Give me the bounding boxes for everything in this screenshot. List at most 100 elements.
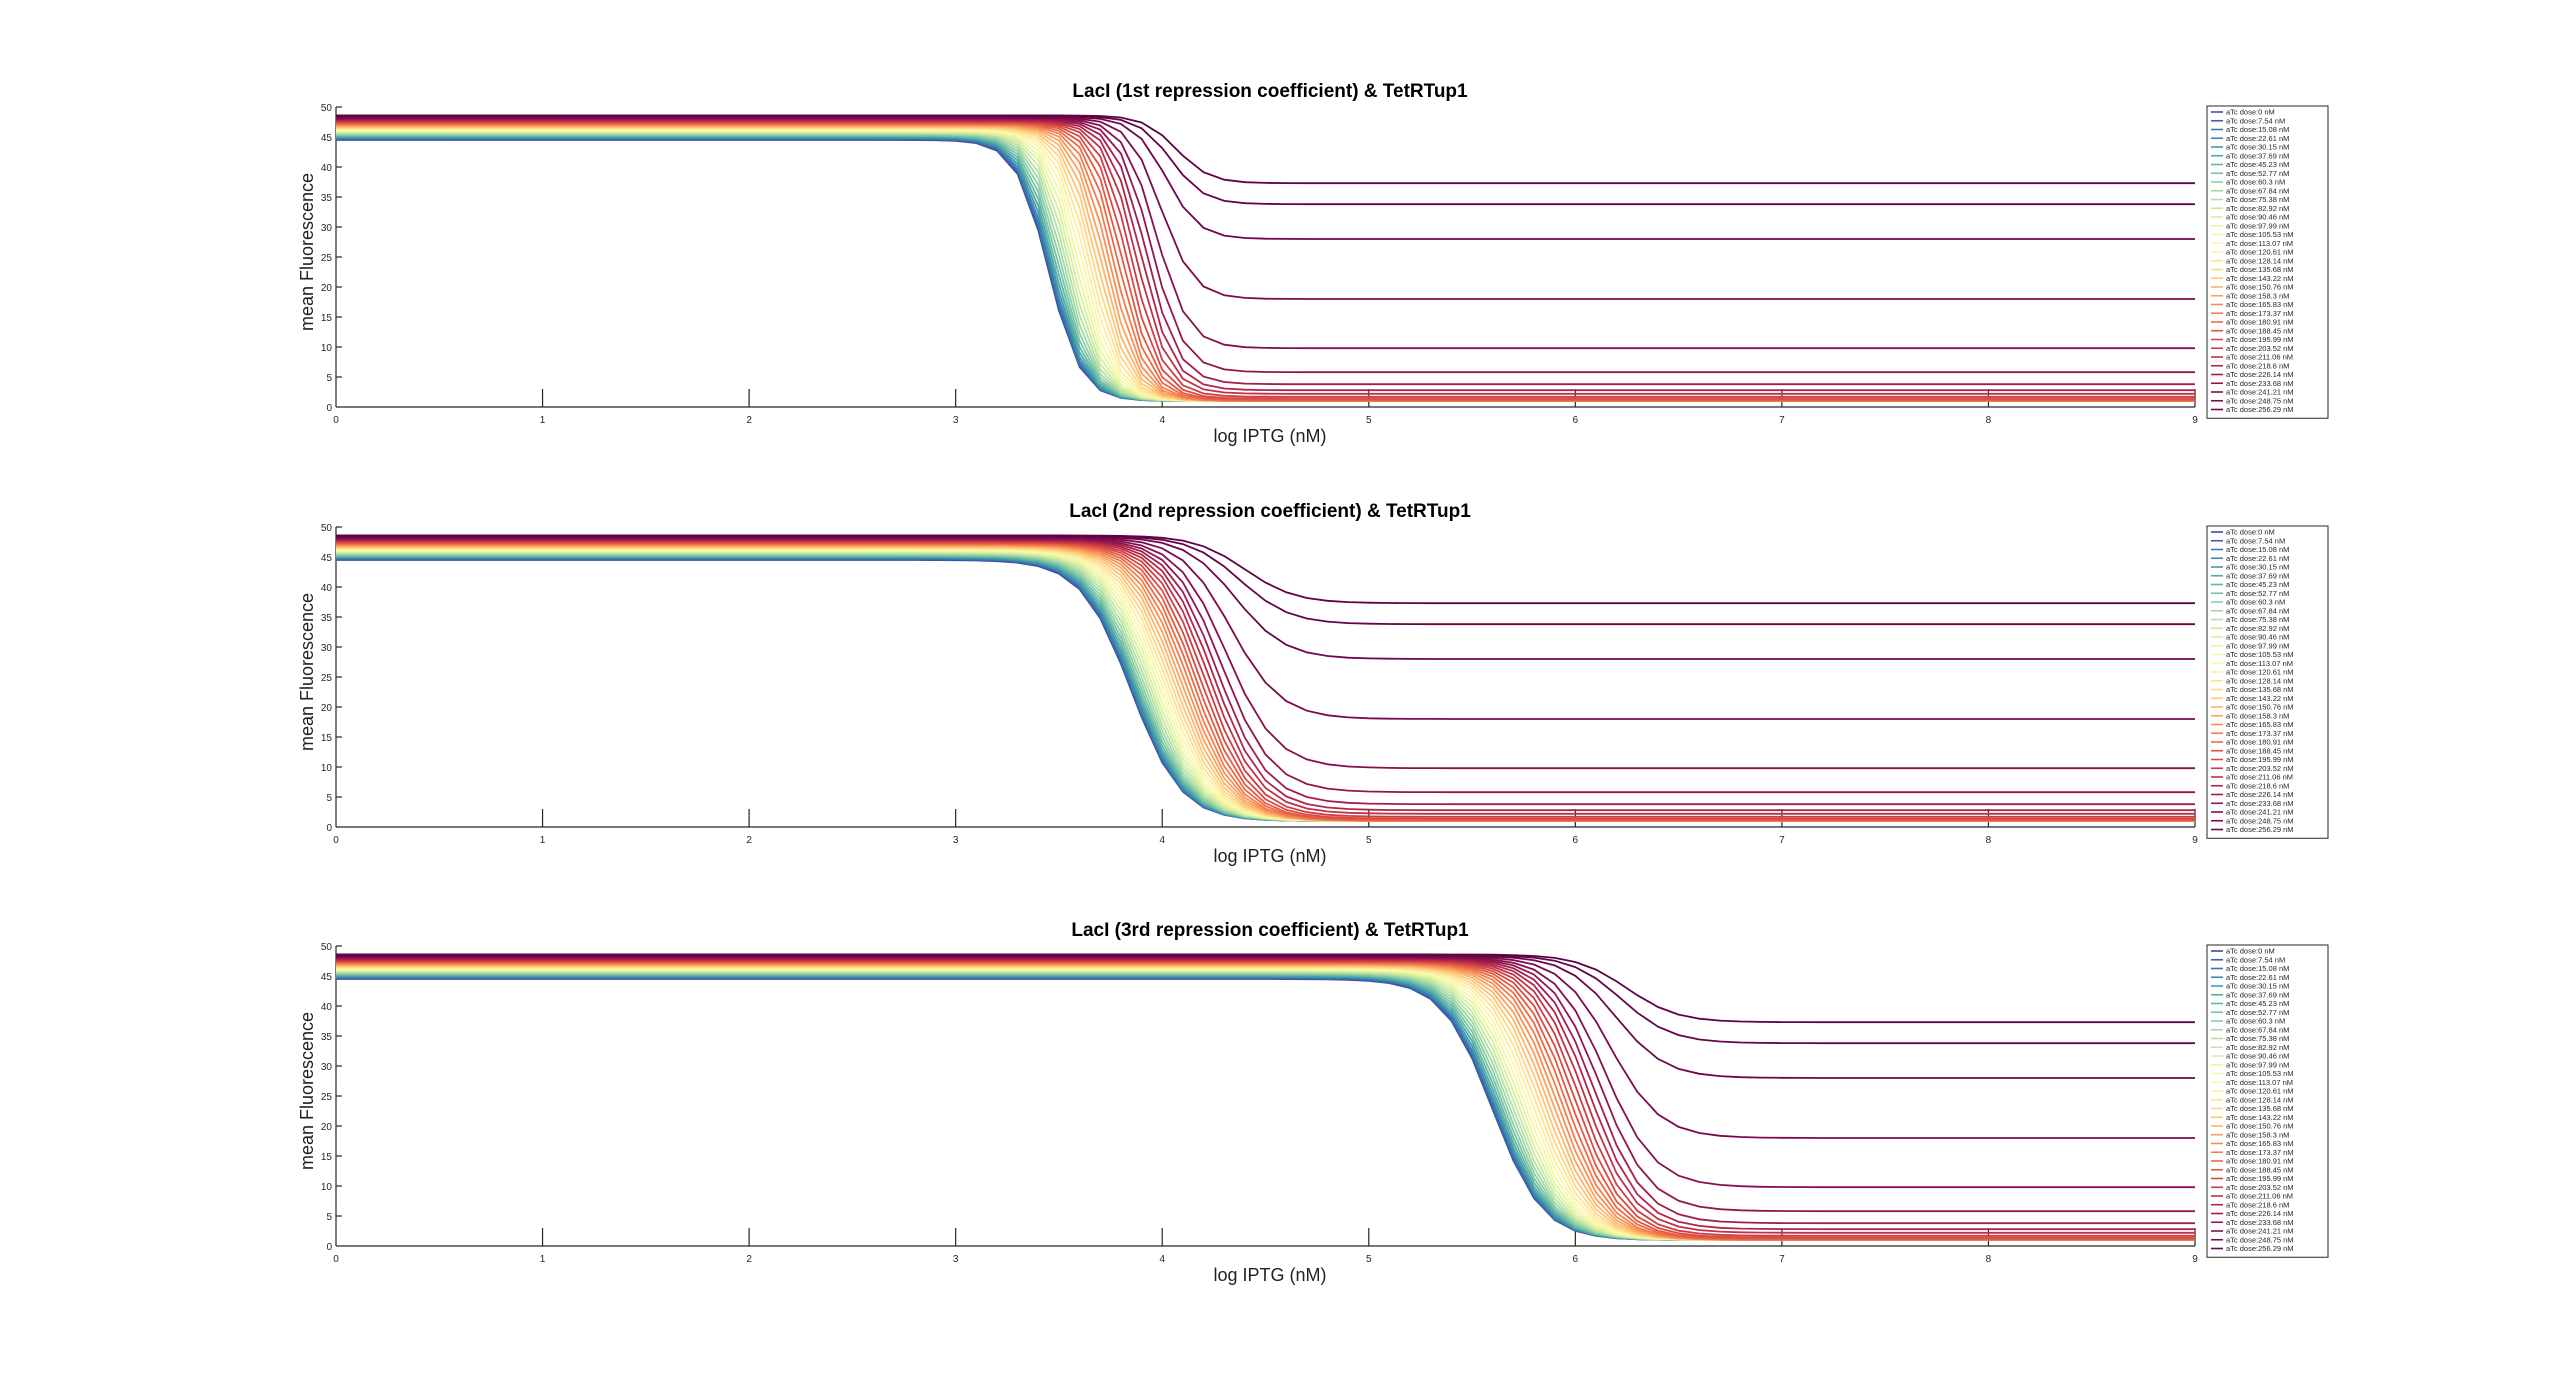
x-tick-label: 7: [1779, 835, 1785, 846]
y-tick-label: 20: [321, 1122, 333, 1133]
legend-entry: aTc dose:75.38 nM: [2226, 1034, 2289, 1043]
legend-entry: aTc dose:173.37 nM: [2226, 309, 2294, 318]
legend-entry: aTc dose:233.68 nM: [2226, 799, 2294, 808]
legend-entry: aTc dose:143.22 nM: [2226, 274, 2294, 283]
legend-entry: aTc dose:113.07 nM: [2226, 1078, 2293, 1087]
legend-entry: aTc dose:90.46 nM: [2226, 213, 2289, 222]
y-tick-label: 10: [321, 763, 333, 774]
legend-entry: aTc dose:195.99 nM: [2226, 1174, 2294, 1183]
y-tick-label: 10: [321, 343, 333, 354]
legend-entry: aTc dose:188.45 nM: [2226, 746, 2294, 755]
legend-entry: aTc dose:188.45 nM: [2226, 326, 2294, 335]
x-tick-label: 6: [1573, 1254, 1579, 1265]
legend-entry: aTc dose:256.29 nM: [2226, 405, 2294, 414]
legend-entry: aTc dose:7.54 nM: [2226, 116, 2285, 125]
x-axis-label: log IPTG (nM): [1213, 426, 1326, 446]
legend-entry: aTc dose:195.99 nM: [2226, 335, 2294, 344]
chart-title: LacI (3rd repression coefficient) & TetR…: [1071, 920, 1469, 941]
y-tick-label: 15: [321, 1152, 333, 1163]
y-tick-label: 25: [321, 673, 333, 684]
x-tick-label: 5: [1366, 415, 1372, 426]
legend-entry: aTc dose:135.68 nM: [2226, 265, 2294, 274]
legend-entry: aTc dose:105.53 nM: [2226, 650, 2294, 659]
legend-entry: aTc dose:241.21 nM: [2226, 388, 2294, 397]
y-tick-label: 5: [326, 793, 332, 804]
y-tick-label: 50: [321, 942, 333, 953]
legend-entry: aTc dose:248.75 nM: [2226, 1235, 2294, 1244]
legend-entry: aTc dose:67.84 nM: [2226, 186, 2289, 195]
y-tick-label: 35: [321, 193, 333, 204]
legend-entry: aTc dose:226.14 nM: [2226, 1209, 2294, 1218]
legend-entry: aTc dose:195.99 nM: [2226, 755, 2294, 764]
y-tick-label: 5: [326, 373, 332, 384]
x-tick-label: 0: [333, 1254, 339, 1265]
legend-entry: aTc dose:226.14 nM: [2226, 790, 2294, 799]
x-tick-label: 0: [333, 835, 339, 846]
legend-entry: aTc dose:180.91 nM: [2226, 1157, 2294, 1166]
y-tick-label: 40: [321, 583, 333, 594]
legend-entry: aTc dose:0 nM: [2226, 947, 2275, 956]
legend-entry: aTc dose:256.29 nM: [2226, 1244, 2294, 1253]
x-tick-label: 2: [746, 1254, 752, 1265]
x-tick-label: 9: [2192, 835, 2198, 846]
legend-entry: aTc dose:165.83 nM: [2226, 300, 2294, 309]
legend-entry: aTc dose:30.15 nM: [2226, 563, 2289, 572]
y-tick-label: 30: [321, 1062, 333, 1073]
legend-entry: aTc dose:15.08 nM: [2226, 545, 2289, 554]
legend-entry: aTc dose:90.46 nM: [2226, 633, 2289, 642]
legend-entry: aTc dose:37.69 nM: [2226, 151, 2289, 160]
y-tick-label: 5: [326, 1212, 332, 1223]
x-tick-label: 3: [953, 1254, 959, 1265]
legend-entry: aTc dose:150.76 nM: [2226, 703, 2294, 712]
legend-entry: aTc dose:241.21 nM: [2226, 1227, 2294, 1236]
legend-entry: aTc dose:30.15 nM: [2226, 143, 2289, 152]
legend-entry: aTc dose:211.06 nM: [2226, 353, 2293, 362]
legend-entry: aTc dose:128.14 nM: [2226, 1095, 2294, 1104]
legend-entry: aTc dose:75.38 nM: [2226, 615, 2289, 624]
legend-entry: aTc dose:60.3 nM: [2226, 178, 2285, 187]
legend-entry: aTc dose:97.99 nM: [2226, 641, 2289, 650]
x-tick-label: 7: [1779, 1254, 1785, 1265]
legend-entry: aTc dose:233.68 nM: [2226, 1218, 2294, 1227]
legend-entry: aTc dose:218.6 nM: [2226, 781, 2289, 790]
x-axis-label: log IPTG (nM): [1213, 846, 1326, 866]
legend-entry: aTc dose:22.61 nM: [2226, 554, 2289, 563]
legend-entry: aTc dose:22.61 nM: [2226, 134, 2289, 143]
y-tick-label: 20: [321, 703, 333, 714]
legend-entry: aTc dose:150.76 nM: [2226, 1122, 2294, 1131]
y-tick-label: 35: [321, 613, 333, 624]
legend-box: [2206, 944, 2329, 1258]
x-tick-label: 5: [1366, 835, 1372, 846]
legend-entry: aTc dose:0 nM: [2226, 528, 2275, 537]
legend-entry: aTc dose:173.37 nM: [2226, 729, 2294, 738]
y-tick-label: 0: [326, 1242, 332, 1253]
x-tick-label: 9: [2192, 415, 2198, 426]
x-axis-label: log IPTG (nM): [1213, 1265, 1326, 1285]
x-tick-label: 7: [1779, 415, 1785, 426]
y-tick-label: 25: [321, 1092, 333, 1103]
legend-entry: aTc dose:67.84 nM: [2226, 606, 2289, 615]
legend-entry: aTc dose:105.53 nM: [2226, 1069, 2294, 1078]
legend-entry: aTc dose:97.99 nM: [2226, 221, 2289, 230]
y-axis-label: mean Fluorescence: [297, 593, 317, 751]
legend-entry: aTc dose:233.68 nM: [2226, 379, 2294, 388]
chart-title: LacI (1st repression coefficient) & TetR…: [1072, 81, 1468, 102]
x-tick-label: 1: [540, 835, 546, 846]
legend-entry: aTc dose:180.91 nM: [2226, 738, 2294, 747]
x-tick-label: 4: [1159, 415, 1165, 426]
y-tick-label: 45: [321, 553, 333, 564]
legend-entry: aTc dose:165.83 nM: [2226, 1139, 2294, 1148]
legend-entry: aTc dose:203.52 nM: [2226, 764, 2294, 773]
y-tick-label: 40: [321, 1002, 333, 1013]
legend-entry: aTc dose:45.23 nM: [2226, 580, 2289, 589]
x-tick-label: 9: [2192, 1254, 2198, 1265]
x-tick-label: 4: [1159, 1254, 1165, 1265]
y-tick-label: 30: [321, 223, 333, 234]
legend-entry: aTc dose:45.23 nM: [2226, 999, 2289, 1008]
y-axis-label: mean Fluorescence: [297, 173, 317, 331]
subplot-3rd-repression: LacI (3rd repression coefficient) & TetR…: [297, 920, 2329, 1285]
subplot-1st-repression: LacI (1st repression coefficient) & TetR…: [297, 81, 2329, 446]
legend-entry: aTc dose:203.52 nM: [2226, 344, 2294, 353]
